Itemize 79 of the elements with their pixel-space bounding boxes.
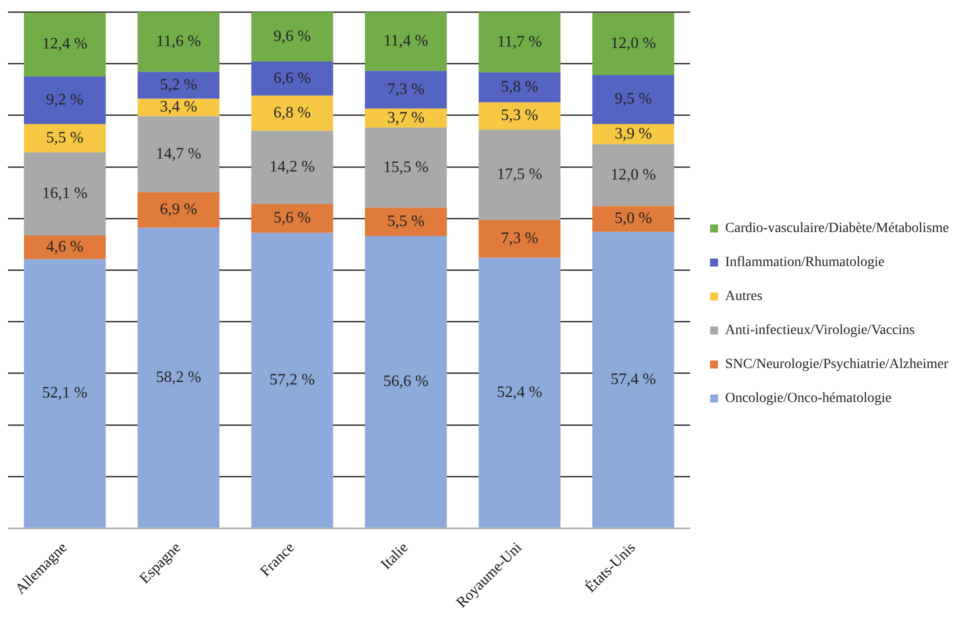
data-label: 7,3 % bbox=[500, 230, 538, 248]
bar bbox=[24, 236, 106, 260]
bar bbox=[592, 124, 674, 144]
data-label: 5,8 % bbox=[500, 78, 538, 96]
data-label: 4,6 % bbox=[46, 238, 84, 256]
bar bbox=[251, 12, 334, 62]
bar bbox=[24, 124, 106, 152]
data-label: 15,5 % bbox=[383, 158, 429, 176]
bar bbox=[24, 76, 106, 124]
bar bbox=[138, 12, 220, 72]
bar bbox=[138, 192, 220, 228]
legend-label: Oncologie/Onco-hématologie bbox=[725, 391, 892, 406]
data-label: 57,4 % bbox=[610, 370, 656, 388]
data-label: 11,6 % bbox=[156, 33, 201, 50]
data-label: 16,1 % bbox=[42, 185, 88, 202]
data-label: 5,2 % bbox=[160, 76, 198, 94]
data-label: 9,6 % bbox=[274, 28, 311, 45]
data-label: 5,6 % bbox=[274, 210, 311, 227]
data-label: 5,5 % bbox=[387, 213, 425, 230]
data-label: 52,4 % bbox=[496, 384, 542, 401]
bar bbox=[251, 62, 334, 96]
bar bbox=[364, 208, 447, 236]
data-label: 12,4 % bbox=[42, 36, 88, 53]
data-label: 17,5 % bbox=[496, 166, 542, 184]
bar bbox=[24, 152, 106, 236]
data-label: 12,0 % bbox=[610, 166, 656, 184]
bar bbox=[478, 220, 560, 258]
bar bbox=[592, 144, 674, 206]
legend-label: Inflammation/Rhumatologie bbox=[725, 255, 885, 270]
bar bbox=[592, 74, 674, 124]
bar bbox=[478, 72, 560, 102]
data-label: 6,9 % bbox=[160, 201, 198, 218]
data-label: 11,4 % bbox=[384, 32, 428, 50]
bar bbox=[478, 130, 560, 220]
data-label: 5,3 % bbox=[500, 107, 538, 124]
legend-label: Autres bbox=[725, 289, 762, 304]
data-label: 58,2 % bbox=[156, 368, 202, 386]
bar bbox=[478, 12, 560, 72]
data-label: 14,2 % bbox=[270, 158, 315, 176]
data-label: 3,9 % bbox=[614, 125, 652, 142]
bar bbox=[478, 102, 560, 130]
data-label: 6,6 % bbox=[274, 70, 311, 87]
data-label: 7,3 % bbox=[387, 80, 425, 98]
legend-label: Cardio-vasculaire/Diabète/Métabolisme bbox=[725, 221, 950, 236]
bar bbox=[364, 236, 447, 528]
data-label: 56,6 % bbox=[383, 373, 429, 390]
bar bbox=[24, 12, 106, 77]
bar bbox=[364, 128, 447, 208]
bar bbox=[364, 70, 447, 109]
bar bbox=[364, 12, 447, 71]
bar bbox=[251, 130, 334, 204]
bar bbox=[251, 96, 334, 131]
legend-label: SNC/Neurologie/Psychiatrie/Alzheimer bbox=[725, 357, 949, 372]
data-label: 6,8 % bbox=[274, 104, 311, 122]
data-label: 3,4 % bbox=[160, 98, 198, 116]
x-tick-label: Italie bbox=[378, 540, 412, 573]
data-label: 5,0 % bbox=[614, 210, 652, 228]
data-label: 11,7 % bbox=[497, 33, 542, 50]
data-label: 57,2 % bbox=[270, 371, 315, 388]
data-label: 5,5 % bbox=[46, 129, 84, 146]
bar bbox=[364, 108, 447, 128]
bar bbox=[251, 232, 334, 528]
bar bbox=[251, 204, 334, 233]
data-label: 9,5 % bbox=[614, 90, 652, 108]
data-label: 9,2 % bbox=[46, 91, 84, 108]
bar bbox=[138, 116, 220, 192]
bar bbox=[592, 206, 674, 232]
data-label: 14,7 % bbox=[156, 145, 202, 162]
bar bbox=[592, 232, 674, 528]
data-label: 52,1 % bbox=[42, 384, 88, 402]
bar bbox=[592, 13, 674, 75]
bar bbox=[138, 98, 220, 116]
bar bbox=[24, 259, 106, 528]
data-label: 3,7 % bbox=[387, 109, 425, 126]
bar bbox=[478, 258, 560, 528]
bar bbox=[138, 228, 220, 528]
bar bbox=[138, 72, 220, 99]
data-label: 12,0 % bbox=[610, 35, 656, 52]
legend-label: Anti-infectieux/Virologie/Vaccins bbox=[725, 323, 915, 338]
